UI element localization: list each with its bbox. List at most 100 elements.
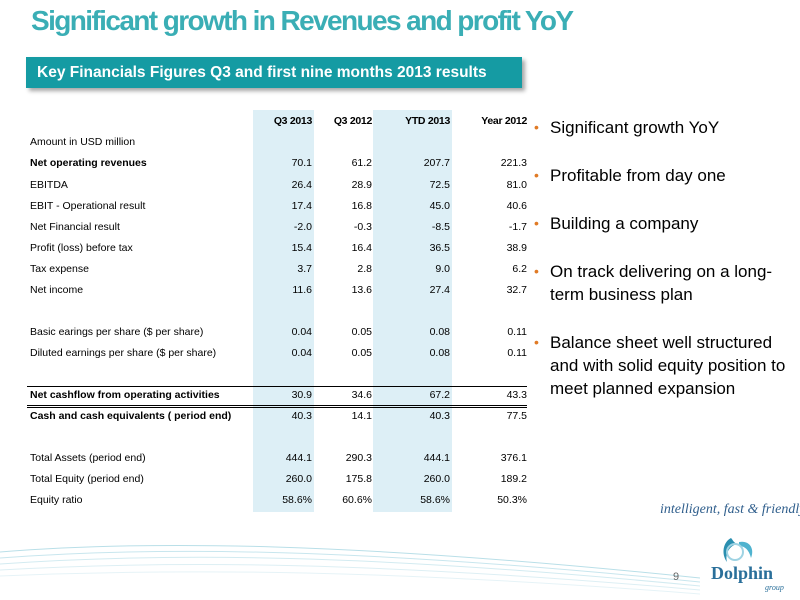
- table-cell: 43.3: [506, 389, 527, 401]
- table-cell: 67.2: [429, 389, 450, 401]
- table-cell: 0.11: [507, 347, 527, 359]
- unit-label: Amount in USD million: [30, 136, 136, 148]
- table-row: Net income 11.6 13.6 27.4 32.7: [27, 280, 527, 301]
- bullet-text: On track delivering on a long-term busin…: [550, 262, 773, 304]
- svg-text:group: group: [765, 583, 784, 592]
- subtotal-rule: [27, 386, 527, 387]
- column-shade-q3-2013: [253, 110, 314, 512]
- key-points-list: • Significant growth YoY • Profitable from…: [534, 116, 799, 425]
- table-cell: 45.0: [429, 200, 450, 212]
- bullet-dot-icon: •: [534, 334, 539, 350]
- bullet-item: • Significant growth YoY: [534, 116, 799, 139]
- table-cell: 58.6%: [282, 494, 312, 506]
- table-cell: 3.7: [297, 263, 312, 275]
- bullet-item: • On track delivering on a long-term busi…: [534, 260, 799, 306]
- table-cell: 175.8: [345, 473, 372, 485]
- table-cell: 60.6%: [342, 494, 372, 506]
- column-header: YTD 2013: [405, 115, 450, 127]
- table-cell: -0.3: [353, 221, 372, 233]
- table-cell: -1.7: [508, 221, 527, 233]
- table-cell: 0.04: [291, 347, 312, 359]
- table-cell: 58.6%: [420, 494, 450, 506]
- table-cell: 17.4: [291, 200, 312, 212]
- tagline: intelligent, fast & friendly: [660, 502, 800, 517]
- table-cell: 16.8: [351, 200, 372, 212]
- section-banner: Key Financials Figures Q3 and first nine…: [26, 57, 522, 88]
- table-cell: 61.2: [351, 157, 372, 169]
- row-label: Total Equity (period end): [30, 473, 144, 485]
- table-cell: 28.9: [351, 179, 372, 191]
- decorative-waves: [0, 544, 700, 595]
- row-label: EBIT - Operational result: [30, 200, 146, 212]
- table-cell: 0.05: [351, 326, 372, 338]
- table-cell: 13.6: [351, 284, 372, 296]
- table-cell: 0.11: [507, 326, 527, 338]
- column-header: Q3 2013: [273, 115, 312, 127]
- table-cell: 0.08: [429, 326, 450, 338]
- table-row: Total Equity (period end) 260.0 175.8 260.0…: [27, 469, 527, 490]
- table-cell: 0.08: [429, 347, 450, 359]
- unit-label-row: Amount in USD million: [27, 132, 527, 153]
- table-cell: 207.7: [423, 157, 450, 169]
- page-number: 9: [673, 571, 680, 583]
- row-label: Net income: [30, 284, 84, 296]
- svg-text:Dolphin: Dolphin: [711, 563, 773, 583]
- table-cell: 260.0: [423, 473, 450, 485]
- table-cell: 38.9: [506, 242, 527, 254]
- row-label: Cash and cash equivalents ( period end): [30, 410, 232, 422]
- table-cell: 50.3%: [497, 494, 527, 506]
- table-row: EBITDA 26.4 28.9 72.5 81.0: [27, 175, 527, 196]
- table-cell: 2.8: [357, 263, 372, 275]
- row-label: Basic earings per share ($ per share): [30, 326, 204, 338]
- column-shade-ytd-2013: [373, 110, 452, 512]
- table-cell: 444.1: [423, 452, 450, 464]
- table-cell: 40.6: [506, 200, 527, 212]
- table-cell: 260.0: [285, 473, 312, 485]
- table-cell: 14.1: [351, 410, 372, 422]
- table-cell: -8.5: [431, 221, 450, 233]
- row-label: Total Assets (period end): [30, 452, 146, 464]
- table-row: Equity ratio 58.6% 60.6% 58.6% 50.3%: [27, 490, 527, 511]
- row-label: Tax expense: [30, 263, 89, 275]
- table-cell: 27.4: [429, 284, 450, 296]
- table-row: Diluted earnings per share ($ per share)…: [27, 343, 527, 364]
- bullet-dot-icon: •: [534, 215, 539, 231]
- table-cell: 77.5: [506, 410, 527, 422]
- table-row: Net Financial result -2.0 -0.3 -8.5 -1.7: [27, 217, 527, 238]
- table-row: Net operating revenues 70.1 61.2 207.7 221.3: [27, 153, 527, 174]
- financials-table: Q3 2013 Q3 2012 YTD 2013 Year 2012 Amoun…: [27, 110, 527, 512]
- bullet-text: Balance sheet well structured and with s…: [550, 333, 786, 398]
- table-cell: 30.9: [291, 389, 312, 401]
- row-label: EBITDA: [30, 179, 68, 191]
- dolphin-logo: Dolphin group: [711, 538, 784, 592]
- table-cell: 72.5: [429, 179, 450, 191]
- table-cell: 221.3: [500, 157, 527, 169]
- table-cell: 16.4: [351, 242, 372, 254]
- total-double-rule: [27, 407, 527, 408]
- bullet-dot-icon: •: [534, 119, 539, 135]
- row-label: Diluted earnings per share ($ per share): [30, 347, 217, 359]
- table-cell: 40.3: [429, 410, 450, 422]
- table-row: Net cashflow from operating activities 30…: [27, 385, 527, 406]
- table-cell: 36.5: [429, 242, 450, 254]
- table-cell: 81.0: [506, 179, 527, 191]
- table-cell: 40.3: [291, 410, 312, 422]
- table-header-row: Q3 2013 Q3 2012 YTD 2013 Year 2012: [27, 111, 527, 132]
- table-cell: -2.0: [293, 221, 312, 233]
- table-cell: 189.2: [500, 473, 527, 485]
- column-header: Q3 2012: [333, 115, 372, 127]
- bullet-item: • Balance sheet well structured and with …: [534, 331, 799, 400]
- bullet-dot-icon: •: [534, 263, 539, 279]
- bullet-text: Profitable from day one: [550, 166, 726, 185]
- table-cell: 0.05: [351, 347, 372, 359]
- table-cell: 15.4: [291, 242, 312, 254]
- table-cell: 444.1: [285, 452, 312, 464]
- bullet-item: • Building a company: [534, 212, 799, 235]
- table-row: Profit (loss) before tax 15.4 16.4 36.5 38.9: [27, 238, 527, 259]
- row-label: Equity ratio: [30, 494, 83, 506]
- table-row: Tax expense 3.7 2.8 9.0 6.2: [27, 259, 527, 280]
- slide-title: Significant growth in Revenues and profi…: [31, 5, 574, 36]
- table-cell: 26.4: [291, 179, 312, 191]
- table-cell: 70.1: [291, 157, 312, 169]
- table-cell: 376.1: [500, 452, 527, 464]
